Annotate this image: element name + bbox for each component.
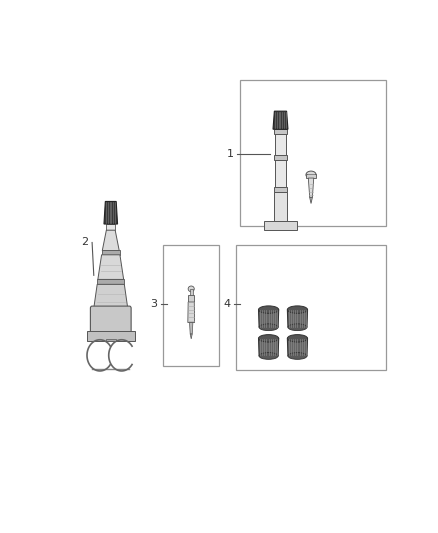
Polygon shape <box>287 310 307 327</box>
Polygon shape <box>308 178 314 197</box>
Ellipse shape <box>287 306 307 313</box>
Bar <box>274 129 286 134</box>
Polygon shape <box>188 302 194 322</box>
Text: 4: 4 <box>223 299 230 309</box>
Polygon shape <box>273 111 288 129</box>
Polygon shape <box>102 230 119 251</box>
Bar <box>274 155 287 160</box>
Bar <box>87 330 134 341</box>
Bar <box>106 224 115 230</box>
Ellipse shape <box>287 335 307 342</box>
Bar <box>306 174 316 178</box>
Bar <box>188 295 194 302</box>
Text: 2: 2 <box>81 238 88 247</box>
Polygon shape <box>94 284 128 308</box>
Polygon shape <box>258 338 279 356</box>
Ellipse shape <box>258 335 279 342</box>
Ellipse shape <box>288 324 307 330</box>
Bar <box>237 245 386 370</box>
Bar <box>163 245 219 366</box>
Polygon shape <box>310 197 312 204</box>
Bar <box>240 80 386 226</box>
Ellipse shape <box>288 352 307 359</box>
Text: 3: 3 <box>150 299 157 309</box>
Polygon shape <box>104 201 117 224</box>
Polygon shape <box>190 334 192 339</box>
Bar <box>106 339 116 341</box>
Bar <box>190 289 193 296</box>
Ellipse shape <box>188 286 194 292</box>
FancyBboxPatch shape <box>90 306 131 333</box>
Bar <box>264 221 297 230</box>
Bar <box>276 134 286 155</box>
Polygon shape <box>190 322 193 334</box>
Ellipse shape <box>306 171 316 179</box>
Bar <box>97 279 124 284</box>
Ellipse shape <box>259 324 278 330</box>
Bar <box>274 192 286 221</box>
Bar <box>275 160 286 187</box>
Bar <box>274 187 287 192</box>
Polygon shape <box>98 255 124 279</box>
Ellipse shape <box>259 352 278 359</box>
Bar <box>102 250 120 255</box>
Polygon shape <box>258 310 279 327</box>
Text: 1: 1 <box>227 149 234 159</box>
Polygon shape <box>287 338 307 356</box>
Ellipse shape <box>258 306 279 313</box>
